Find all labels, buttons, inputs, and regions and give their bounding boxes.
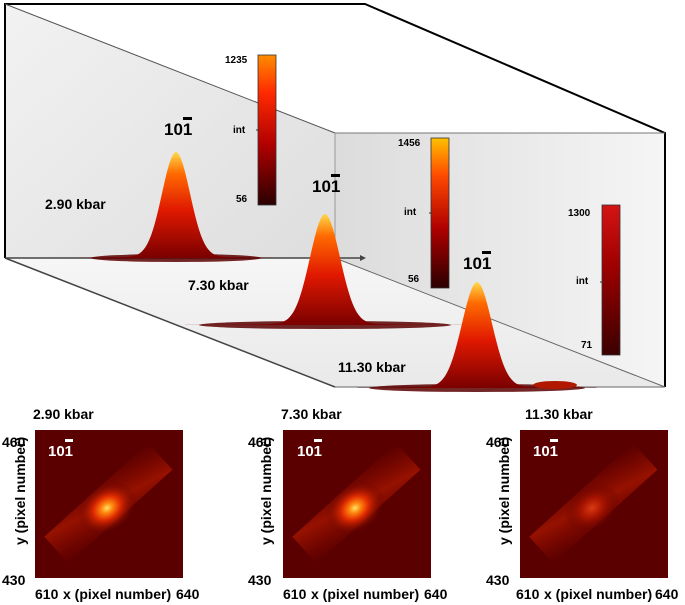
map-1-reflection: 101: [48, 439, 74, 460]
overbar: [183, 117, 193, 120]
overbar: [65, 439, 74, 442]
peak-surface-1: [81, 152, 271, 258]
peak-1-pressure: 2.90 kbar: [45, 196, 106, 212]
colorbar-2: [430, 137, 450, 289]
map-3-xlabel: x (pixel number): [544, 586, 653, 602]
map-1-pressure: 2.90 kbar: [33, 406, 94, 422]
map-2-ymax: 460: [248, 434, 272, 450]
map-2-xmax: 640: [424, 586, 448, 602]
map-1-ymax: 460: [2, 434, 26, 450]
peak-2-reflection: 101: [312, 174, 341, 197]
map-2-reflection: 101: [297, 439, 323, 460]
detector-map-2: [283, 430, 431, 578]
colorbar-3-min: 71: [581, 340, 593, 351]
colorbar-2-label: int: [404, 207, 417, 218]
peak-3-shoulder: [533, 381, 577, 389]
colorbar-3-max: 1300: [568, 208, 591, 219]
detector-map-1: [35, 430, 183, 578]
floor-axis-arrow: [360, 255, 366, 261]
map-2-xlabel: x (pixel number): [311, 586, 420, 602]
map-spot: [325, 481, 385, 535]
peak-2-pressure: 7.30 kbar: [188, 277, 249, 293]
overbar: [482, 251, 492, 254]
box-edge-front: [4, 3, 336, 134]
peak-3-pressure: 11.30 kbar: [338, 359, 406, 375]
colorbar-1-min: 56: [236, 194, 248, 205]
map-3-xmax: 640: [655, 586, 679, 602]
floor-diagonal-right: [334, 257, 666, 388]
peak-surface-3: [357, 282, 597, 388]
peak-surfaces: [81, 152, 597, 392]
map-3-ymin: 430: [486, 572, 510, 588]
map-3-xmin: 610: [516, 586, 540, 602]
colorbar-3-label: int: [576, 276, 589, 287]
detector-map-3: [520, 430, 668, 578]
map-2-ylabel: y (pixel number): [258, 436, 274, 545]
map-1-xlabel: x (pixel number): [63, 586, 172, 602]
back-wall: [5, 4, 335, 302]
map-1-ylabel: y (pixel number): [12, 436, 28, 545]
overbar: [331, 174, 341, 177]
right-wall: [335, 133, 665, 387]
overbar: [550, 439, 559, 442]
colorbar-2-max: 1456: [398, 138, 421, 149]
colorbar-1-label: int: [233, 125, 246, 136]
colorbar-1-max: 1235: [225, 55, 248, 66]
box-outline-top: [4, 3, 666, 387]
map-spot: [564, 483, 620, 533]
map-3-ymax: 460: [486, 434, 510, 450]
map-spot: [77, 481, 137, 535]
floor-diagonal: [4, 257, 336, 388]
map-3-reflection: 101: [533, 439, 559, 460]
map-3-ylabel: y (pixel number): [496, 436, 512, 545]
map-2-ymin: 430: [248, 572, 272, 588]
map-1-ymin: 430: [2, 572, 26, 588]
map-3-pressure: 11.30 kbar: [525, 406, 593, 422]
overbar: [314, 439, 323, 442]
peak-3-reflection: 101: [463, 251, 492, 274]
peak-surface-2: [185, 214, 465, 325]
map-1-xmin: 610: [35, 586, 59, 602]
colorbar-2-min: 56: [408, 274, 420, 285]
map-1-xmax: 640: [176, 586, 200, 602]
top-face: [5, 4, 665, 133]
map-2-xmin: 610: [283, 586, 307, 602]
colorbar-1: [257, 54, 277, 206]
colorbar-3: [601, 204, 621, 356]
map-2-pressure: 7.30 kbar: [281, 406, 342, 422]
detector-maps: [35, 430, 668, 578]
peak-1-reflection: 101: [164, 117, 193, 140]
